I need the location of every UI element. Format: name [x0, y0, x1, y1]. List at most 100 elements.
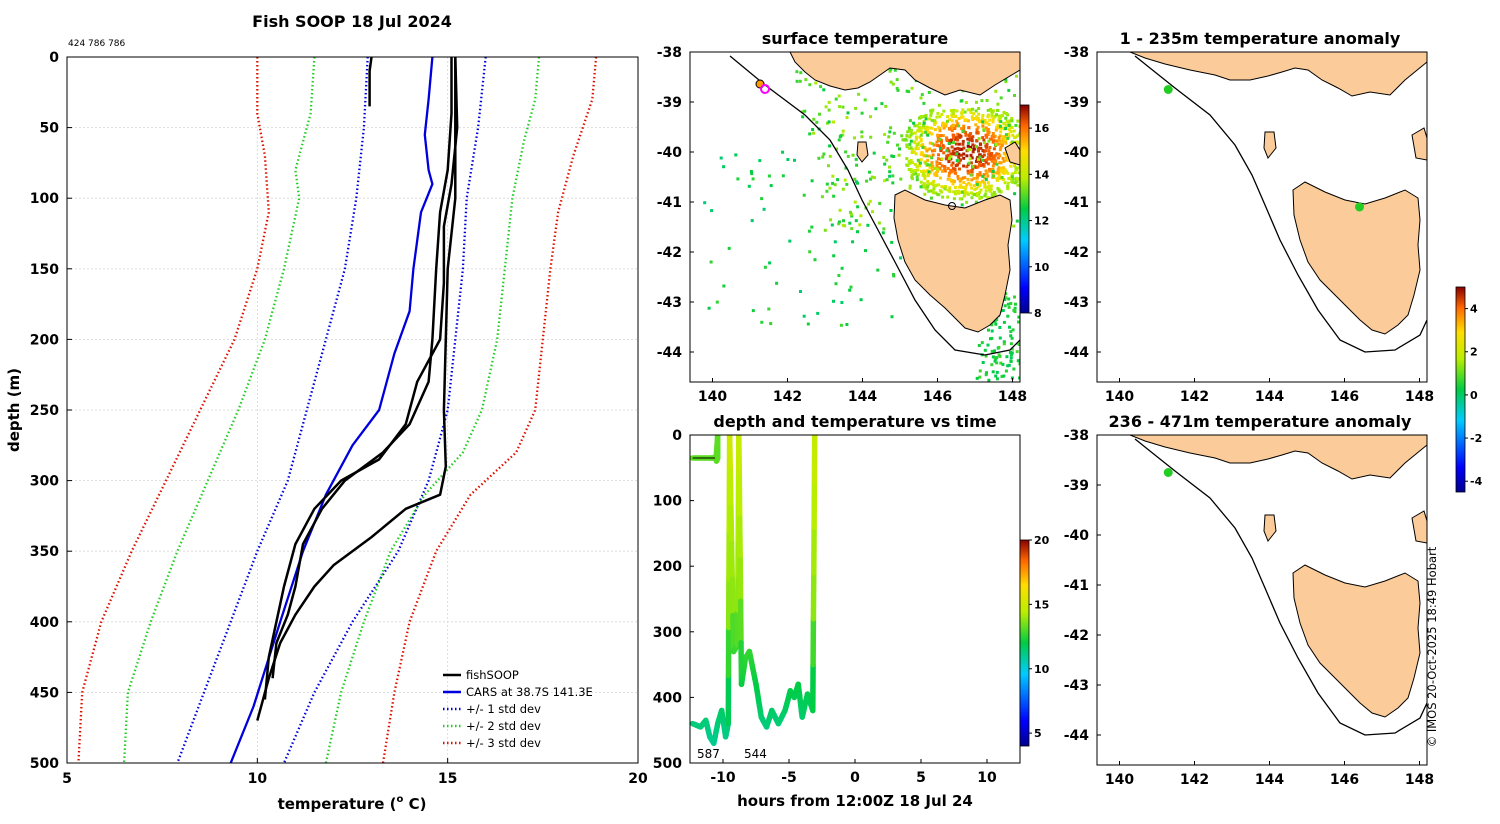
- sst-pixel: [831, 175, 834, 178]
- sst-pixel: [828, 101, 831, 104]
- sst-pixel: [842, 224, 845, 227]
- sst-pixel: [1007, 182, 1010, 185]
- sst-pixel: [828, 109, 831, 112]
- profile-x-tick-label: 20: [628, 771, 648, 787]
- sst-pixel: [1010, 360, 1013, 363]
- sst-pixel: [962, 147, 965, 150]
- sst-pixel: [1014, 124, 1017, 127]
- sst-pixel: [942, 151, 945, 154]
- sst-pixel: [999, 337, 1002, 340]
- sst-pixel: [825, 190, 828, 193]
- sst-pixel: [876, 269, 879, 272]
- sst-pixel: [985, 373, 988, 376]
- sst-colorbar: [1020, 105, 1029, 313]
- sst-pixel: [880, 102, 883, 105]
- anom1-y-tick-label: -44: [1064, 345, 1090, 361]
- sst-pixel: [1004, 117, 1007, 120]
- sst-pixel: [985, 178, 988, 181]
- sst-pixel: [923, 122, 926, 125]
- sst-pixel: [990, 110, 993, 113]
- anomaly-colorbar-ticks: 420-2-4: [1465, 303, 1483, 489]
- sst-pixel: [997, 346, 1000, 349]
- sst-pixel: [903, 139, 906, 142]
- sst-pixel: [896, 78, 899, 81]
- sst-pixel: [900, 134, 903, 137]
- sst-pixel: [973, 188, 976, 191]
- sst-pixel: [906, 164, 909, 167]
- sst-pixel: [811, 179, 814, 182]
- ts-y-tick-label: 0: [672, 428, 682, 444]
- profile-legend: fishSOOP CARS at 38.7S 141.3E +/- 1 std …: [443, 668, 593, 750]
- sst-pixel: [947, 189, 950, 192]
- sst-pixel: [971, 115, 974, 118]
- sst-pixel: [996, 103, 999, 106]
- sst-pixel: [988, 146, 991, 149]
- sst-pixel: [853, 178, 856, 181]
- sst-pixel: [973, 184, 976, 187]
- sst-pixel: [845, 323, 848, 326]
- sst-pixel: [859, 214, 862, 217]
- sst-pixel: [996, 109, 999, 112]
- sst-pixel: [937, 157, 940, 160]
- sst-pixel: [995, 361, 998, 364]
- sst-pixel: [918, 129, 921, 132]
- sst-pixel: [822, 153, 825, 156]
- sst-pixel: [886, 141, 889, 144]
- sst-pixel: [883, 133, 886, 136]
- sst-pixel: [781, 151, 784, 154]
- sst-pixel: [768, 261, 771, 264]
- sst-pixel: [910, 130, 913, 133]
- sst-pixel: [752, 177, 755, 180]
- sst-pixel: [972, 150, 975, 153]
- sst-pixel: [984, 349, 987, 352]
- sst-pixel: [934, 128, 937, 131]
- sst-pixel: [952, 190, 955, 193]
- anom1-y-tick-label: -39: [1064, 95, 1089, 111]
- sst-pixel: [1012, 309, 1015, 312]
- sst-pixel: [818, 113, 821, 116]
- sst-pixel: [854, 201, 857, 204]
- sst-pixel: [964, 186, 967, 189]
- sst-pixel: [926, 126, 929, 129]
- sst-pixel: [936, 164, 939, 167]
- sst-pixel: [842, 188, 845, 191]
- sst-pixel: [952, 183, 955, 186]
- anom2-y-tick-label: -38: [1064, 428, 1089, 444]
- sst-pixel: [981, 159, 984, 162]
- sst-pixel: [960, 154, 963, 157]
- sst-pixel: [814, 258, 817, 261]
- sst-pixel: [850, 227, 853, 230]
- sst-pixel: [1014, 171, 1017, 174]
- sst-pixel: [810, 226, 813, 229]
- sst-pixel: [988, 119, 991, 122]
- anom1-x-tick-label: 140: [1105, 389, 1134, 405]
- sst-pixel: [975, 145, 978, 148]
- sst-pixel: [995, 129, 998, 132]
- sst-pixel: [722, 165, 725, 168]
- sst-pixel: [832, 121, 835, 124]
- profile-xlabel: temperature (o C): [278, 794, 427, 813]
- sst-pixel: [962, 140, 965, 143]
- sst-pixel: [999, 148, 1002, 151]
- anom2-point: [1164, 468, 1173, 477]
- sst-pixel: [992, 165, 995, 168]
- sst-pixel: [1008, 124, 1011, 127]
- sst-pixel: [948, 128, 951, 131]
- sst-pixel: [967, 178, 970, 181]
- sst-pixel: [993, 349, 996, 352]
- ts-cb-tick-label: 10: [1034, 663, 1050, 676]
- sst-pixel: [956, 163, 959, 166]
- sst-pixel: [861, 112, 864, 115]
- sst-pixel: [913, 140, 916, 143]
- anomaly-cb-tick-label: 0: [1470, 389, 1478, 402]
- sst-pixel: [795, 70, 798, 73]
- sst-pixel: [994, 323, 997, 326]
- sst-pixel: [971, 135, 974, 138]
- sst-pixel: [905, 134, 908, 137]
- sst-pixel: [973, 177, 976, 180]
- sst-pixel: [946, 120, 949, 123]
- sst-pixel: [987, 379, 990, 382]
- sst-pixel: [937, 153, 940, 156]
- sst-pixel: [939, 129, 942, 132]
